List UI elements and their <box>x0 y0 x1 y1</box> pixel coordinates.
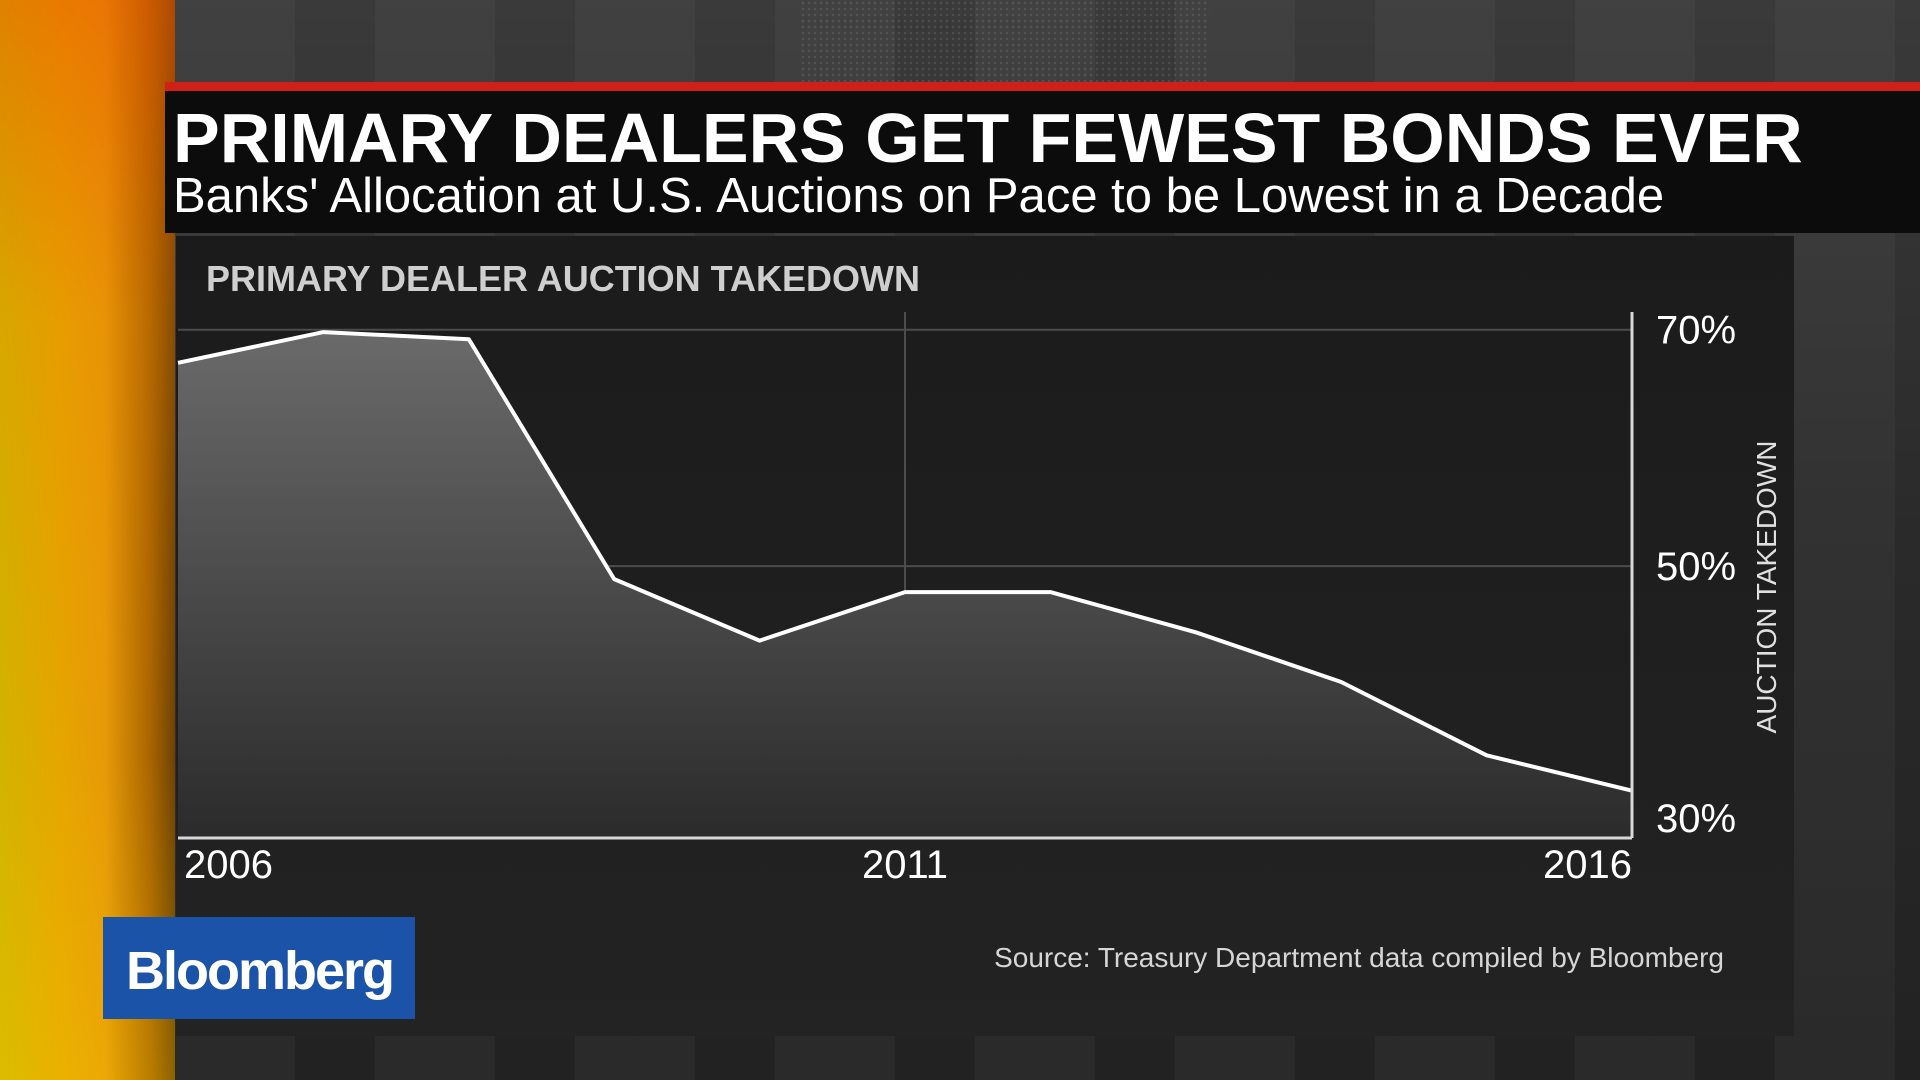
bloomberg-logo-box <box>103 917 415 1019</box>
headline: PRIMARY DEALERS GET FEWEST BONDS EVER <box>173 99 1803 177</box>
y-tick-label-50: 50% <box>1656 545 1736 589</box>
series-area-fill <box>178 332 1632 838</box>
x-tick-label-2016: 2016 <box>1543 843 1632 887</box>
chart-title: PRIMARY DEALER AUCTION TAKEDOWN <box>206 258 920 299</box>
x-tick-label-2006: 2006 <box>184 843 273 887</box>
header-accent-bar <box>165 82 1920 91</box>
series-line <box>177 330 1633 793</box>
subheadline: Banks' Allocation at U.S. Auctions on Pa… <box>173 169 1665 223</box>
bloomberg-logo: Bloomberg <box>126 941 395 1001</box>
x-tick-labels: 2006 2011 2016 <box>184 843 1632 887</box>
header-band <box>165 91 1920 233</box>
y-tick-label-30: 30% <box>1656 797 1736 841</box>
y-axis-label: AUCTION TAKEDOWN <box>1751 441 1782 734</box>
y-tick-label-70: 70% <box>1656 309 1736 353</box>
source-note: Source: Treasury Department data compile… <box>994 942 1724 973</box>
background-dot-pattern <box>800 0 1210 82</box>
y-tick-labels: 70% 50% 30% <box>1656 309 1736 841</box>
x-tick-label-2011: 2011 <box>862 843 948 887</box>
background-orange-stripe <box>0 0 175 1080</box>
